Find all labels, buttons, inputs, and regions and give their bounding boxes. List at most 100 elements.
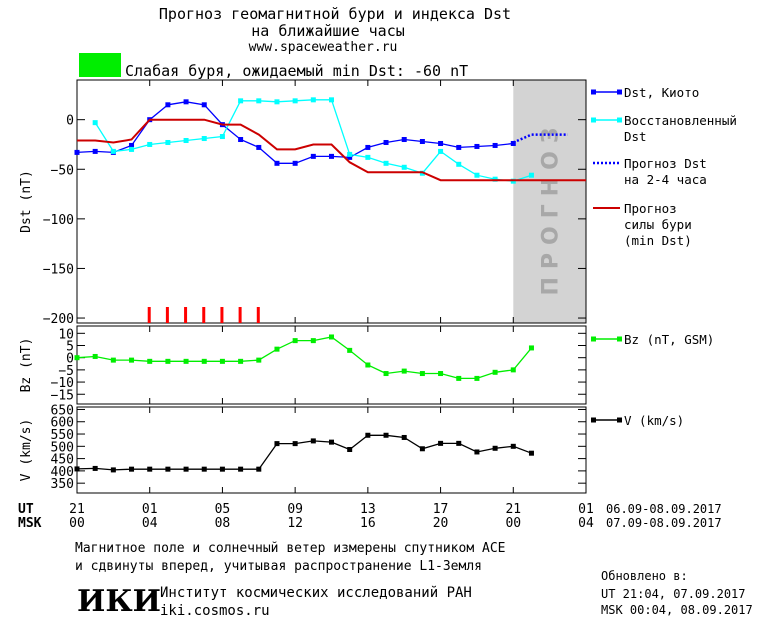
legend-marker [591, 417, 596, 423]
data-point [347, 154, 353, 160]
data-point [238, 98, 244, 104]
data-point [256, 357, 262, 363]
data-point [274, 441, 280, 447]
data-point [474, 172, 480, 178]
x-tick-label-ut: 21 [505, 502, 521, 517]
legend-marker [591, 336, 596, 342]
data-point [492, 142, 498, 148]
x-tick-label-msk: 16 [360, 516, 376, 531]
data-point [274, 346, 280, 352]
data-point [329, 97, 334, 103]
data-point [92, 353, 98, 359]
data-point [74, 355, 80, 361]
data-point [274, 160, 280, 166]
institute-name: Институт космических исследований РАН [160, 585, 472, 601]
x-axis-ut-range: 06.09-08.09.2017 [606, 502, 722, 516]
data-point [401, 137, 407, 143]
data-point [383, 139, 389, 145]
data-point [383, 432, 389, 438]
legend-label: Dst, Киото [624, 85, 699, 100]
forecast-band-label: ПРОГНОЗ [539, 119, 564, 295]
y-tick-label: −5 [58, 364, 74, 379]
series-line [94, 99, 532, 182]
y-tick-label: 0 [66, 114, 74, 129]
legend-label: силы бури [624, 217, 692, 232]
x-tick-label-ut: 21 [69, 502, 85, 517]
data-point [92, 148, 98, 154]
x-tick-label-ut: 09 [287, 502, 303, 517]
y-tick-label: 600 [51, 416, 74, 431]
data-point [129, 466, 135, 472]
data-point [201, 358, 207, 364]
data-point [147, 358, 153, 364]
x-tick-label-msk: 12 [287, 516, 303, 531]
x-tick-label-ut: 05 [215, 502, 231, 517]
storm-level-label: Слабая буря, ожидаемый min Dst: -60 nT [125, 62, 468, 80]
data-point [183, 358, 189, 364]
legend-label: Восстановленный [624, 113, 737, 128]
data-point [456, 375, 462, 381]
x-tick-label-msk: 08 [215, 516, 231, 531]
data-point [183, 138, 189, 144]
plot-frame [76, 79, 587, 324]
y-tick-label: 450 [51, 453, 74, 468]
data-point [365, 362, 371, 368]
data-point [474, 449, 480, 455]
x-axis-msk-label: MSK [18, 516, 42, 531]
data-point [129, 142, 135, 148]
y-tick-label: −50 [51, 163, 74, 178]
legend-label: Прогноз Dst [624, 156, 707, 171]
data-point [438, 371, 444, 377]
data-point [528, 172, 534, 178]
institute-site: iki.cosmos.ru [160, 603, 270, 619]
data-point [456, 144, 462, 150]
data-point [183, 466, 189, 472]
data-point [310, 338, 316, 344]
data-point [74, 466, 80, 472]
data-point [219, 466, 225, 472]
data-point [347, 347, 353, 353]
legend-label: на 2-4 часа [624, 172, 707, 187]
data-point [201, 102, 207, 108]
data-point [492, 176, 498, 182]
data-point [292, 98, 298, 104]
data-point [256, 98, 262, 104]
data-point [510, 367, 516, 373]
data-point [510, 443, 516, 449]
data-point [329, 439, 334, 445]
data-point [310, 97, 316, 103]
y-tick-label: −10 [51, 376, 74, 391]
data-point [274, 99, 280, 105]
data-point [238, 137, 244, 143]
data-point [438, 140, 444, 146]
y-tick-label: 10 [58, 327, 74, 342]
data-point [165, 466, 171, 472]
data-point [365, 432, 371, 438]
data-point [456, 440, 462, 446]
data-point [401, 434, 407, 440]
data-point [165, 139, 171, 145]
data-point [147, 141, 153, 147]
data-point [292, 338, 298, 344]
data-point [456, 161, 462, 167]
forecast-band [513, 80, 586, 323]
data-point [528, 450, 534, 456]
x-tick-label-ut: 13 [360, 502, 376, 517]
data-point [474, 143, 480, 149]
y-tick-label: 5 [66, 340, 74, 355]
data-point [92, 120, 98, 126]
y-axis-label: Dst (nT) [19, 170, 34, 233]
data-point [183, 99, 189, 105]
data-point [129, 146, 135, 152]
y-tick-label: 550 [51, 428, 74, 443]
x-axis-ut-label: UT [18, 502, 34, 517]
legend-label: Bz (nT, GSM) [624, 332, 714, 347]
data-point [401, 368, 407, 374]
data-point [474, 375, 480, 381]
y-tick-label: 0 [66, 352, 74, 367]
data-point [201, 466, 207, 472]
series-line [76, 434, 532, 471]
data-point [438, 148, 444, 154]
x-tick-label-msk: 04 [578, 516, 594, 531]
